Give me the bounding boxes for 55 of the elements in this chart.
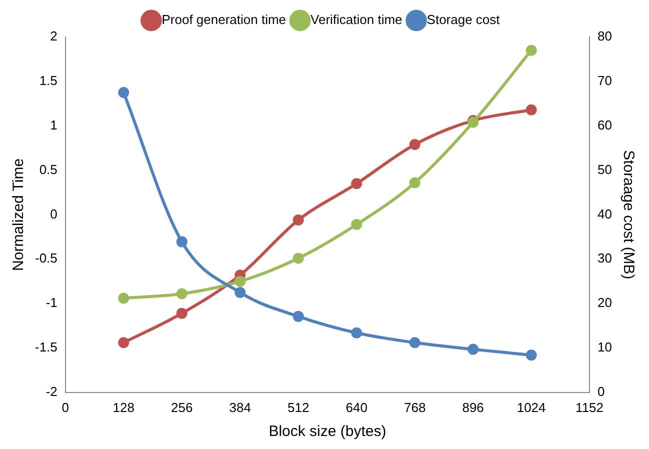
point [526,350,537,361]
point [234,286,246,298]
y-tick-label: 1.5 [39,73,58,88]
y-axis-title: Normalized Time [10,158,28,271]
point [526,44,537,56]
x-axis-title: Block size (bytes) [268,423,386,440]
x-tick-label: 256 [171,400,193,415]
y-tick-label: 0 [50,206,58,222]
point [292,252,304,264]
legend-label: Verification time [310,12,402,28]
y-tick-label: -2 [46,384,58,399]
y-tick-label: -1.5 [34,340,58,355]
y2-tick-label: 80 [598,28,612,44]
x-tick-label: 1152 [576,400,604,415]
y2-tick-label: 40 [598,206,612,222]
point [176,308,188,319]
y-tick-label: 0.5 [39,162,58,177]
x-tick-label: 512 [288,400,310,415]
y2-tick-label: 20 [598,295,612,310]
point [118,292,130,304]
point [118,87,130,98]
point [292,214,304,226]
x-tick-label: 384 [229,400,251,415]
point [409,177,420,188]
x-tick-label: 128 [112,400,134,415]
point [526,104,537,116]
point [176,288,188,300]
x-tick-label: 640 [346,400,368,415]
x-tick-label: 896 [462,400,484,415]
point [409,337,420,348]
point [292,310,304,322]
y-tick-label: -1 [46,295,58,310]
legend-label: Proof generation time [162,12,286,28]
y2-tick-label: 0 [598,384,605,399]
x-tick-label: 768 [404,400,426,415]
y2-axis-title: Storaage cost (MB) [620,150,637,280]
point [351,327,362,338]
point [351,218,362,230]
point [176,236,188,248]
point [118,337,130,348]
point [468,344,479,355]
y-tick-label: 1 [50,117,58,132]
y2-tick-label: 50 [598,162,612,177]
x-tick-label: 0 [62,400,70,415]
legend-label: Storage cost [426,12,500,28]
y2-tick-label: 70 [598,73,612,88]
y-tick-label: 2 [50,28,58,44]
y2-tick-label: 60 [598,117,612,132]
y2-tick-label: 30 [598,250,612,266]
point [351,178,362,190]
point [409,139,420,150]
x-tick-label: 1024 [516,400,546,415]
y-tick-label: -0.5 [34,250,58,266]
point [234,276,246,287]
y2-tick-label: 10 [598,340,612,355]
